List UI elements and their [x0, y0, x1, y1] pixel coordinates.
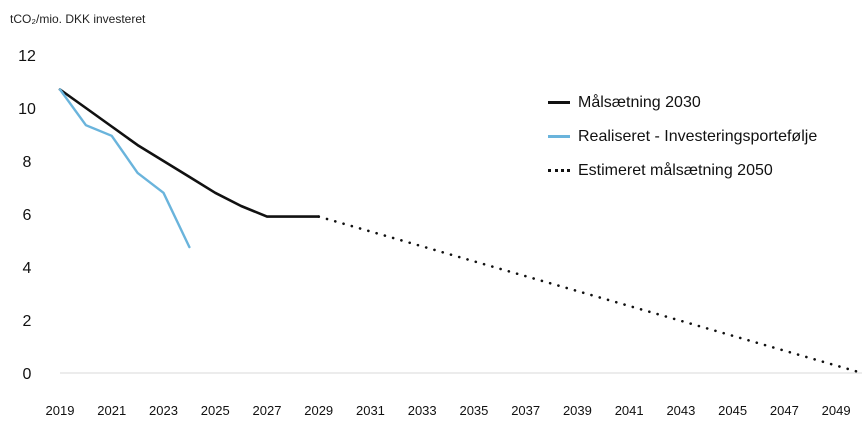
x-tick-label: 2033 — [408, 403, 437, 418]
y-axis-unit-label: tCO₂/mio. DKK investeret — [10, 12, 146, 26]
series-line-estimated-2050 — [317, 215, 863, 375]
x-tick-label: 2027 — [253, 403, 282, 418]
x-tick-label: 2029 — [304, 403, 333, 418]
y-tick-label: 10 — [18, 101, 36, 118]
legend-swatch-realised — [548, 135, 570, 138]
x-tick-label: 2037 — [511, 403, 540, 418]
x-tick-label: 2031 — [356, 403, 385, 418]
legend-swatch-estimated-2050 — [548, 169, 570, 172]
legend: Målsætning 2030 Realiseret - Investering… — [548, 90, 817, 192]
y-tick-label: 8 — [23, 154, 32, 171]
legend-label-realised: Realiseret - Investeringsportefølje — [578, 127, 818, 145]
x-tick-label: 2023 — [149, 403, 178, 418]
series-lines — [58, 88, 863, 375]
x-tick-label: 2041 — [615, 403, 644, 418]
x-tick-labels: 2019 2021 2023 2025 2027 2029 2031 2033 2035 2037… — [46, 403, 851, 418]
y-tick-label: 2 — [23, 313, 32, 330]
x-tick-label: 2049 — [822, 403, 851, 418]
y-tick-label: 12 — [18, 48, 36, 65]
x-tick-label: 2021 — [97, 403, 126, 418]
x-tick-label: 2025 — [201, 403, 230, 418]
legend-item-target-2030: Målsætning 2030 — [548, 90, 817, 115]
y-tick-label: 0 — [23, 366, 32, 383]
legend-item-realised: Realiseret - Investeringsportefølje — [548, 124, 817, 149]
legend-item-estimated-2050: Estimeret målsætning 2050 — [548, 158, 817, 183]
x-tick-label: 2039 — [563, 403, 592, 418]
x-tick-label: 2045 — [718, 403, 747, 418]
legend-label-estimated-2050: Estimeret målsætning 2050 — [578, 161, 773, 179]
x-tick-label: 2035 — [459, 403, 488, 418]
series-line-target-2030 — [58, 88, 321, 218]
y-tick-label: 4 — [23, 260, 32, 277]
y-tick-label: 6 — [23, 207, 32, 224]
legend-label-target-2030: Målsætning 2030 — [578, 93, 701, 111]
x-tick-label: 2047 — [770, 403, 799, 418]
x-tick-label: 2043 — [666, 403, 695, 418]
legend-swatch-target-2030 — [548, 101, 570, 104]
series-line-realised — [58, 88, 191, 249]
x-tick-label: 2019 — [46, 403, 75, 418]
y-tick-labels: 0 2 4 6 8 10 12 — [18, 48, 36, 383]
